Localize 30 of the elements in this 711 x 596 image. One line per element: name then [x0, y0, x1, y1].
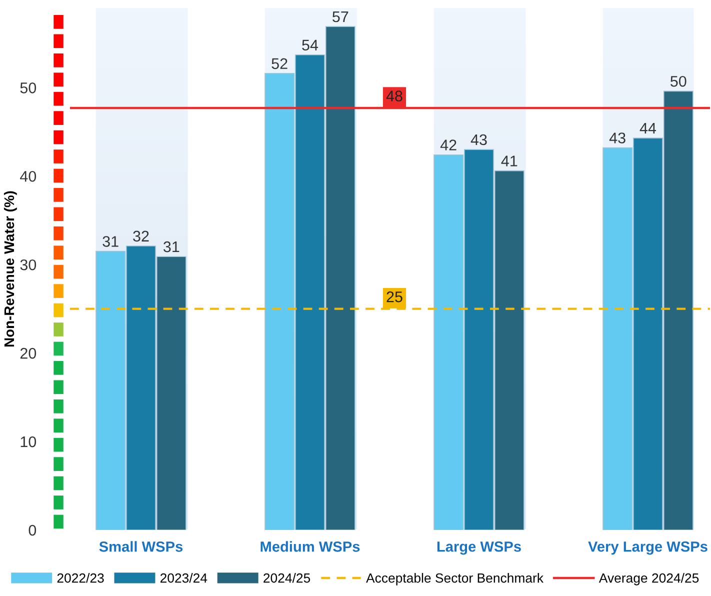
- y-tick-label: 50: [20, 82, 36, 94]
- data-label: 43: [609, 132, 626, 144]
- data-label: 54: [302, 40, 318, 50]
- x-tick-label: Small WSPs: [99, 541, 183, 552]
- data-label: 43: [470, 134, 487, 146]
- y-tick-label: 30: [20, 259, 36, 270]
- data-label: 31: [163, 241, 180, 252]
- data-label: 44: [640, 122, 656, 134]
- x-tick-label: Medium WSPs: [260, 541, 360, 552]
- x-tick-label: Large WSPs: [437, 541, 521, 555]
- data-label: 32: [133, 230, 149, 242]
- data-label: 52: [272, 58, 288, 70]
- legend-label: Average 2024/25: [598, 573, 699, 586]
- x-tick-label: Very Large WSPs: [588, 541, 708, 555]
- y-tick-label: 40: [20, 170, 36, 182]
- annotation: 25: [386, 291, 402, 302]
- legend-label: 2023/24: [160, 573, 208, 583]
- data-label: 42: [440, 140, 456, 150]
- y-tick-label: 20: [20, 348, 36, 359]
- data-label: 31: [102, 236, 118, 247]
- y-axis-title: Non-Revenue Water (%): [4, 191, 17, 347]
- annotation: 48: [386, 90, 402, 102]
- y-tick-label: 0: [28, 524, 36, 536]
- legend-label: 2024/25: [264, 573, 310, 583]
- legend-label: 2022/23: [57, 573, 104, 583]
- data-label: 50: [670, 76, 686, 87]
- data-label: 57: [332, 12, 348, 22]
- y-tick-label: 10: [20, 436, 36, 448]
- legend-label: Acceptable Sector Benchmark: [366, 573, 544, 586]
- data-label: 41: [501, 156, 518, 166]
